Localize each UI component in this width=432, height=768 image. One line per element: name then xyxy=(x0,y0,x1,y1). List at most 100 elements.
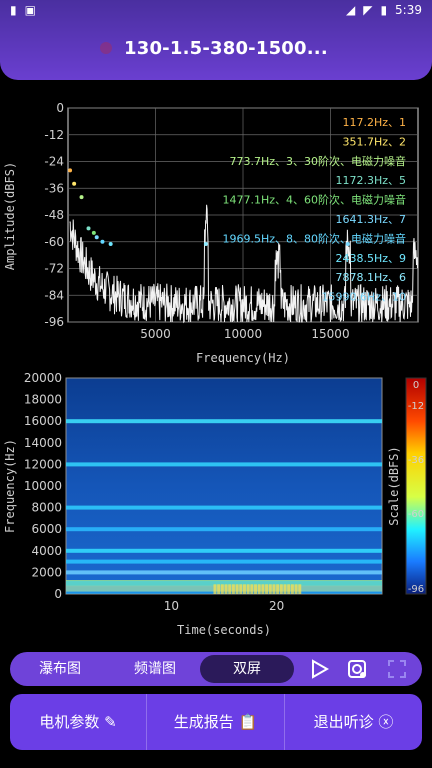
spectrum-y-tick: -48 xyxy=(44,208,64,222)
play-icon xyxy=(312,659,330,679)
exit-diagnosis-button[interactable]: 退出听诊 ⓧ xyxy=(285,694,422,750)
spectrogram-burst xyxy=(265,584,269,594)
status-right-icons: ◢ ◤ ▮ 5:39 xyxy=(346,3,422,17)
spectrum-peak-marker xyxy=(108,241,113,246)
spectrogram-burst xyxy=(268,584,272,594)
spectrum-y-tick: -36 xyxy=(44,181,64,195)
spectrogram-burst xyxy=(228,584,232,594)
tab-spectrum[interactable]: 频谱图 xyxy=(110,652,200,686)
tab-waterfall-label: 瀑布图 xyxy=(39,661,81,677)
spectrogram-y-tick: 18000 xyxy=(24,393,62,407)
spectrum-panel: 0 -12 -24 -36 -48 -60 -72 -84 -96 5000 10000 15000… xyxy=(0,96,432,370)
spectrum-peak-marker xyxy=(86,226,91,231)
fullscreen-icon xyxy=(388,660,406,678)
battery-icon: ▮ xyxy=(380,3,388,17)
screenshot-button[interactable] xyxy=(342,652,372,686)
tab-waterfall[interactable]: 瀑布图 xyxy=(20,652,100,686)
spectrum-y-tick: -12 xyxy=(44,128,64,142)
spectrum-peak-marker xyxy=(72,181,77,186)
spectrum-y-tick: -60 xyxy=(44,235,64,249)
spectrum-peak-annotation: 773.7Hz、3、30阶次、电磁力噪音 xyxy=(229,154,406,168)
spectrum-peak-marker xyxy=(345,241,350,246)
spectrogram-burst xyxy=(283,584,287,594)
spectrogram-band xyxy=(66,548,382,553)
spectrogram-burst xyxy=(279,584,283,594)
tab-dual-label: 双屏 xyxy=(233,661,261,677)
generate-report-label: 生成报告 xyxy=(173,713,234,731)
spectrum-peak-marker xyxy=(100,239,105,244)
spectrogram-band xyxy=(66,462,382,467)
colorbar-tick: -60 xyxy=(408,509,424,520)
exit-diagnosis-label: 退出听诊 xyxy=(313,713,374,731)
play-button[interactable] xyxy=(304,652,334,686)
spectrum-peak-marker xyxy=(68,168,73,173)
spectrogram-band xyxy=(66,559,382,564)
spectrogram-y-tick: 16000 xyxy=(24,414,62,428)
spectrum-peak-annotation: 7878.1Hz、6 xyxy=(335,271,406,284)
close-circle-icon: ⓧ xyxy=(378,713,394,731)
spectrum-peak-annotation: 1641.3Hz、7 xyxy=(335,213,406,226)
spectrogram-burst xyxy=(217,584,221,594)
fullscreen-button[interactable] xyxy=(382,652,412,686)
colorbar xyxy=(405,377,427,595)
spectrum-y-tick: -72 xyxy=(44,262,64,276)
spectrogram-lowfreq-region xyxy=(66,581,382,594)
spectrogram-x-label: Time(seconds) xyxy=(177,623,271,637)
motor-params-button[interactable]: 电机参数 ✎ xyxy=(10,694,146,750)
spectrogram-burst xyxy=(287,584,291,594)
spectrum-y-tick: -96 xyxy=(44,315,64,329)
spectrogram-band xyxy=(66,527,382,532)
image-icon: ▣ xyxy=(24,3,36,17)
edit-pencil-icon: ✎ xyxy=(104,713,117,731)
spectrogram-y-tick: 14000 xyxy=(24,436,62,450)
spectrogram-y-label: Frequency(Hz) xyxy=(3,439,17,533)
spectrogram-band xyxy=(66,419,382,424)
spectrogram-burst xyxy=(298,584,302,594)
spectrum-series-line xyxy=(69,204,418,324)
status-bar: ▮ ▣ ◢ ◤ ▮ 5:39 xyxy=(0,0,432,22)
spectrogram-y-tick: 4000 xyxy=(31,544,62,558)
colorbar-label: Scale(dBFS) xyxy=(387,446,401,525)
spectrum-peak-annotation: 1969.5Hz、8、80阶次、电磁力噪音 xyxy=(222,231,406,245)
generate-report-button[interactable]: 生成报告 📋 xyxy=(147,694,284,750)
spectrogram-band xyxy=(66,570,382,575)
spectrum-x-label: Frequency(Hz) xyxy=(196,351,290,365)
spectrogram-y-tick: 6000 xyxy=(31,522,62,536)
spectrum-x-tick: 15000 xyxy=(311,327,349,341)
spectrum-peak-annotation: 351.7Hz、2 xyxy=(342,135,406,148)
spectrogram-plot-area xyxy=(65,377,383,595)
spectrum-peak-marker xyxy=(79,195,84,200)
spectrogram-burst xyxy=(250,584,254,594)
spectrogram-burst xyxy=(242,584,246,594)
status-left-icons: ▮ ▣ xyxy=(10,3,36,17)
sim-icon: ▮ xyxy=(10,3,17,17)
spectrum-peak-marker xyxy=(94,235,99,240)
bottom-action-bar: 电机参数 ✎ 生成报告 📋 退出听诊 ⓧ xyxy=(10,694,422,750)
spectrum-peak-annotation: 1477.1Hz、4、60阶次、电磁力噪音 xyxy=(222,193,406,207)
spectrogram-burst xyxy=(294,584,298,594)
spectrogram-burst xyxy=(257,584,261,594)
motor-params-label: 电机参数 xyxy=(39,713,100,731)
spectrogram-burst xyxy=(235,584,239,594)
app-header: ▮ ▣ ◢ ◤ ▮ 5:39 130-1.5-380-1500... xyxy=(0,0,432,80)
spectrogram-y-tick: 20000 xyxy=(24,372,62,385)
spectrogram-burst xyxy=(213,584,217,594)
spectrum-y-label: Amplitude(dBFS) xyxy=(3,162,17,270)
spectrum-y-tick: 0 xyxy=(56,101,64,115)
tab-dual-screen[interactable]: 双屏 xyxy=(200,655,294,683)
spectrum-x-tick: 5000 xyxy=(140,327,171,341)
spectrum-peak-annotation: 117.2Hz、1 xyxy=(342,116,406,129)
spectrum-peak-marker xyxy=(91,230,96,235)
spectrogram-burst xyxy=(231,584,235,594)
spectrum-y-tick: -84 xyxy=(44,288,64,302)
spectrogram-chart: 2000018000160001400012000100008000600040… xyxy=(3,371,427,637)
spectrogram-y-tick: 0 xyxy=(54,587,62,601)
page-title: 130-1.5-380-1500... xyxy=(124,38,328,59)
spectrogram-burst xyxy=(254,584,258,594)
recording-dot-icon xyxy=(100,42,112,54)
spectrum-peak-marker xyxy=(203,241,208,246)
screenshot-icon xyxy=(348,660,366,678)
colorbar-tick: -12 xyxy=(408,401,424,412)
spectrogram-burst xyxy=(239,584,243,594)
tab-spectrum-label: 频谱图 xyxy=(134,661,176,677)
